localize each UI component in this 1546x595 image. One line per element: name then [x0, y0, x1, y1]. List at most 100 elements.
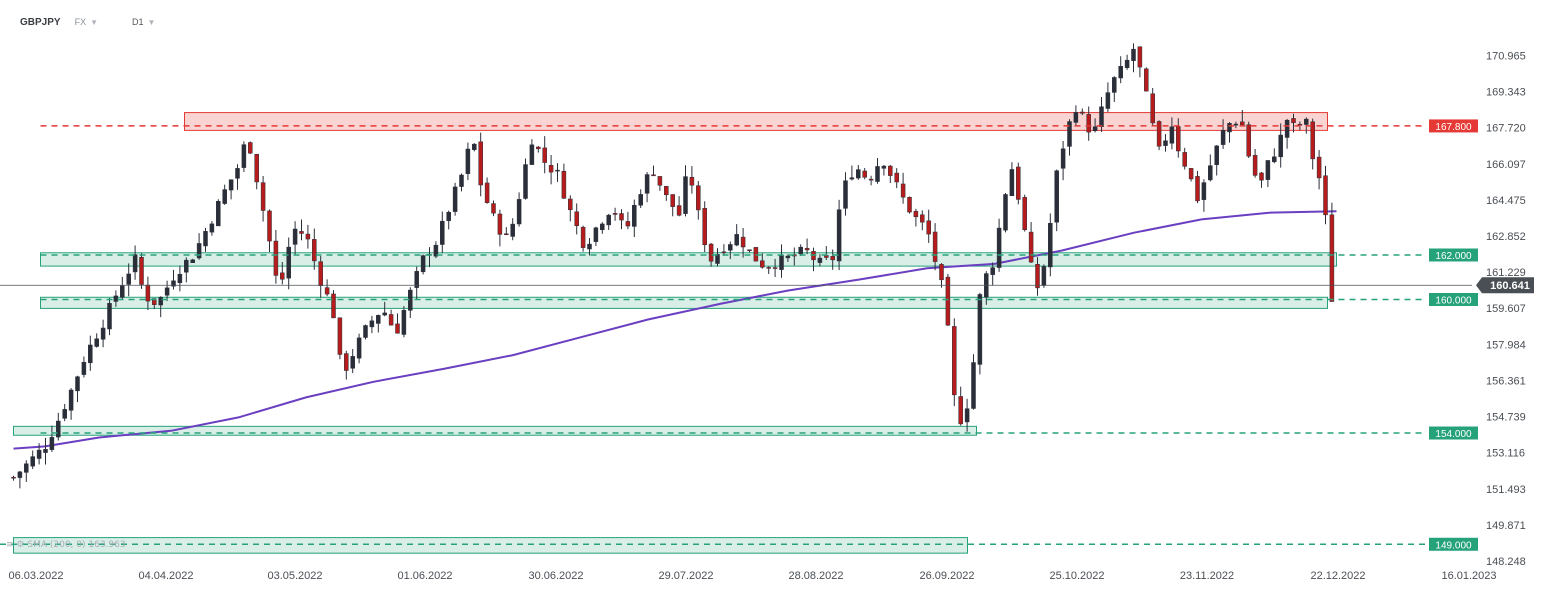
- candle-body: [619, 213, 624, 221]
- candle-body: [843, 180, 848, 209]
- level-tag-label-160.000: 160.000: [1435, 295, 1472, 306]
- candle-body: [145, 284, 151, 302]
- candle-body: [228, 179, 234, 191]
- x-tick-label: 29.07.2022: [658, 570, 713, 582]
- candle-body: [939, 264, 944, 281]
- candle-body: [1060, 148, 1066, 169]
- candle-body: [1080, 111, 1085, 114]
- candle-body: [184, 259, 189, 273]
- y-tick-label: 153.116: [1486, 448, 1525, 460]
- candle-body: [414, 271, 419, 288]
- candle-body: [676, 205, 682, 216]
- candle-body: [1099, 106, 1104, 127]
- candle-body: [1265, 160, 1271, 180]
- candle-body: [1272, 156, 1277, 163]
- candle-body: [350, 356, 355, 369]
- candle-body: [158, 297, 163, 306]
- candle-body: [1144, 68, 1149, 92]
- candle-body: [11, 476, 16, 479]
- candle-body: [907, 197, 912, 213]
- candle-body: [1003, 194, 1008, 231]
- candle-body: [382, 312, 387, 316]
- candle-body: [657, 176, 663, 186]
- current-price-tag: [1476, 277, 1534, 294]
- candle-body: [209, 223, 215, 233]
- candle-body: [395, 323, 400, 334]
- y-tick-label: 151.493: [1486, 484, 1526, 496]
- support-zone-2: [40, 296, 1328, 309]
- y-tick-label: 164.475: [1486, 195, 1526, 207]
- candle-body: [459, 174, 464, 187]
- candle-body: [305, 233, 311, 240]
- candle-body: [971, 362, 976, 409]
- candle-body: [388, 314, 394, 326]
- candle-body: [120, 285, 125, 298]
- x-tick-label: 01.06.2022: [397, 570, 452, 582]
- candle-body: [1067, 121, 1072, 147]
- y-tick-label: 159.607: [1486, 303, 1526, 315]
- candle-body: [600, 223, 605, 231]
- candle-body: [222, 189, 227, 204]
- market-dropdown-chevron-icon[interactable]: ▼: [90, 17, 99, 27]
- candle-body: [561, 170, 567, 199]
- candle-body: [248, 142, 253, 154]
- candle-body: [964, 408, 970, 423]
- candle-body: [1035, 264, 1040, 289]
- candle-body: [593, 227, 599, 242]
- level-tag-154.000: [1429, 426, 1478, 440]
- candle-body: [1112, 77, 1117, 93]
- level-tag-label-154.000: 154.000: [1435, 429, 1472, 440]
- candle-body: [94, 338, 99, 347]
- candle-body: [836, 209, 842, 262]
- candle-body: [580, 226, 586, 248]
- x-tick-label: 22.12.2022: [1310, 570, 1365, 582]
- candle-body: [728, 244, 733, 251]
- candle-body: [1048, 223, 1053, 268]
- x-tick-label: 16.01.2023: [1441, 570, 1496, 582]
- candle-body: [1073, 112, 1079, 123]
- indicator-settings-icon[interactable]: ⚙: [16, 540, 25, 550]
- candle-body: [664, 186, 669, 196]
- candle-body: [1137, 46, 1143, 68]
- support-zone-1: [40, 252, 1337, 267]
- candle-body: [497, 213, 503, 235]
- candle-body: [881, 165, 887, 169]
- candle-body: [203, 231, 208, 247]
- candle-body: [1291, 118, 1296, 123]
- level-tag-162.000: [1429, 248, 1478, 262]
- candle-body: [1208, 165, 1213, 181]
- candle-body: [1233, 123, 1239, 126]
- y-tick-label: 154.739: [1486, 412, 1526, 424]
- timeframe-dropdown-chevron-icon[interactable]: ▼: [147, 17, 156, 27]
- candle-body: [1278, 134, 1283, 158]
- candle-body: [1150, 93, 1155, 124]
- candle-body: [555, 169, 560, 172]
- candle-body: [945, 276, 951, 326]
- symbol-label[interactable]: GBPJPY: [20, 16, 61, 28]
- candle-body: [478, 141, 483, 186]
- candle-body: [779, 254, 784, 270]
- candle-body: [440, 220, 445, 245]
- candle-body: [49, 437, 55, 450]
- candle-body: [1176, 126, 1181, 152]
- candle-body: [484, 182, 490, 203]
- candle-body: [433, 244, 439, 257]
- candle-body: [1188, 168, 1194, 180]
- sma-indicator-legend[interactable]: ≡ ⚙ SMA (200, 0) 163.963: [6, 540, 126, 550]
- candle-body: [1214, 145, 1219, 165]
- candle-body: [1297, 123, 1303, 126]
- market-label: FX: [74, 17, 87, 27]
- candle-body: [830, 256, 835, 261]
- candle-body: [747, 249, 752, 251]
- candle-body: [1016, 166, 1021, 200]
- timeframe-label[interactable]: D1: [132, 17, 144, 27]
- candle-body: [1054, 170, 1059, 223]
- candle-body: [337, 317, 343, 355]
- indicator-menu-icon[interactable]: ≡: [6, 540, 14, 550]
- candle-body: [894, 172, 899, 183]
- candle-body: [369, 320, 375, 328]
- candle-body: [862, 170, 867, 178]
- level-tag-167.800: [1429, 119, 1478, 133]
